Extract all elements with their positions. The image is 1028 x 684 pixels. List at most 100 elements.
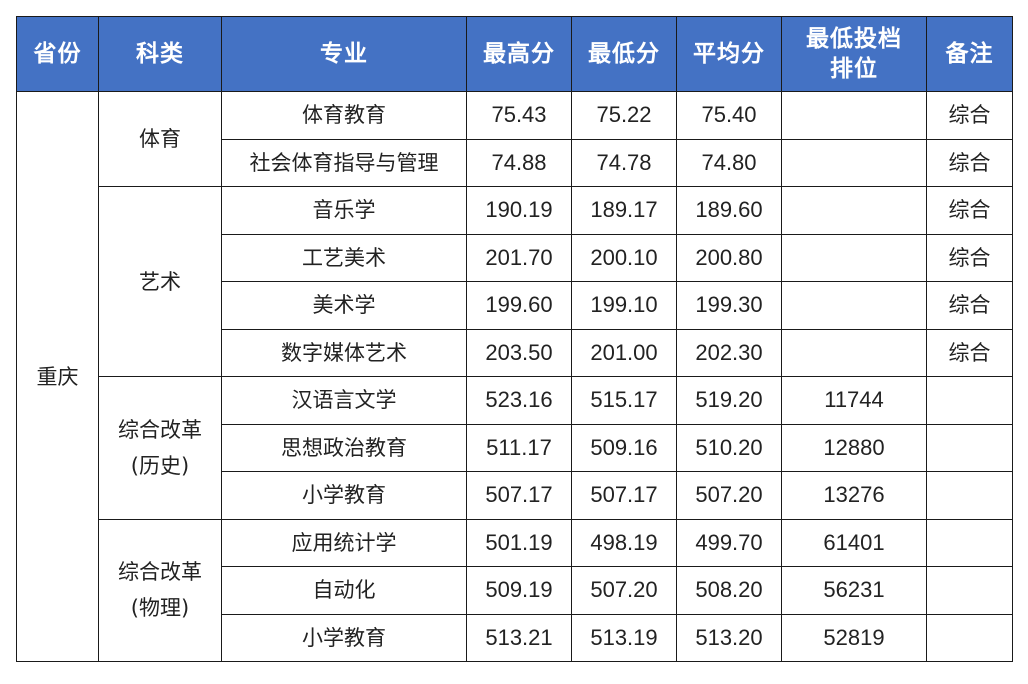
- note-cell: 综合: [926, 91, 1013, 140]
- min-score-cell: 498.19: [571, 518, 677, 567]
- avg-score-cell: 508.20: [676, 566, 782, 615]
- min-rank-cell: [781, 233, 927, 282]
- note-cell: [926, 518, 1013, 567]
- table-row: 数字媒体艺术 203.50 201.00 202.30 综合: [17, 328, 1013, 377]
- min-score-cell: 200.10: [571, 233, 677, 282]
- min-score-cell: 75.22: [571, 91, 677, 140]
- table-row: 综合改革 (历史) 汉语言文学 523.16 515.17 519.20 11744: [17, 376, 1013, 520]
- note-cell: [926, 376, 1013, 425]
- min-rank-cell: [781, 138, 927, 187]
- note-cell: [926, 423, 1013, 472]
- min-score-cell: 513.19: [571, 613, 677, 662]
- avg-score-cell: 499.70: [676, 518, 782, 567]
- province-cell: 重庆: [16, 91, 99, 662]
- min-score-cell: 507.17: [571, 471, 677, 520]
- major-cell: 数字媒体艺术: [221, 328, 467, 377]
- avg-score-cell: 202.30: [676, 328, 782, 377]
- max-score-cell: 74.88: [466, 138, 572, 187]
- header-row: 省份 科类 专业 最高分 最低分 平均分 最低投档排位 备注: [16, 16, 1013, 92]
- table-row: 综合改革 (物理) 应用统计学 501.19 498.19 499.70 61401: [17, 518, 1013, 662]
- table-row: 工艺美术 201.70 200.10 200.80 综合: [17, 233, 1013, 282]
- max-score-cell: 75.43: [466, 91, 572, 140]
- min-rank-cell: [781, 186, 927, 235]
- min-rank-cell: 13276: [781, 471, 927, 520]
- major-cell: 自动化: [221, 566, 467, 615]
- avg-score-cell: 200.80: [676, 233, 782, 282]
- avg-score-cell: 507.20: [676, 471, 782, 520]
- avg-score-cell: 513.20: [676, 613, 782, 662]
- avg-score-cell: 189.60: [676, 186, 782, 235]
- table-row: 小学教育 513.21 513.19 513.20 52819: [17, 613, 1013, 662]
- major-cell: 工艺美术: [221, 233, 467, 282]
- note-cell: [926, 566, 1013, 615]
- note-cell: 综合: [926, 138, 1013, 187]
- max-score-cell: 509.19: [466, 566, 572, 615]
- major-cell: 小学教育: [221, 613, 467, 662]
- min-rank-cell: [781, 328, 927, 377]
- table-row: 重庆 体育 体育教育 75.43 75.22 75.40 综合: [16, 91, 1013, 662]
- max-score-cell: 511.17: [466, 423, 572, 472]
- table-row: 美术学 199.60 199.10 199.30 综合: [17, 281, 1013, 330]
- avg-score-cell: 74.80: [676, 138, 782, 187]
- note-cell: 综合: [926, 186, 1013, 235]
- min-rank-cell: [781, 91, 927, 140]
- header-major: 专业: [221, 16, 467, 92]
- min-score-cell: 199.10: [571, 281, 677, 330]
- major-cell: 汉语言文学: [221, 376, 467, 425]
- header-category: 科类: [98, 16, 222, 92]
- category-cell: 综合改革 (历史): [98, 376, 222, 520]
- min-rank-cell: 52819: [781, 613, 927, 662]
- min-score-cell: 507.20: [571, 566, 677, 615]
- min-score-cell: 74.78: [571, 138, 677, 187]
- avg-score-cell: 75.40: [676, 91, 782, 140]
- max-score-cell: 199.60: [466, 281, 572, 330]
- max-score-cell: 507.17: [466, 471, 572, 520]
- category-cell: 艺术: [98, 186, 222, 377]
- major-cell: 美术学: [221, 281, 467, 330]
- note-cell: [926, 471, 1013, 520]
- header-note: 备注: [926, 16, 1013, 92]
- min-rank-cell: 61401: [781, 518, 927, 567]
- major-cell: 小学教育: [221, 471, 467, 520]
- header-min-rank: 最低投档排位: [781, 16, 927, 92]
- table-body: 重庆 体育 体育教育 75.43 75.22 75.40 综合 社会体育指导与管理 74.88 7…: [16, 91, 1013, 662]
- table-row: 艺术 音乐学 190.19 189.17 189.60 综合: [17, 186, 1013, 377]
- admission-score-table: 省份 科类 专业 最高分 最低分 平均分 最低投档排位 备注 重庆 体育 体育教育 7…: [16, 16, 1013, 662]
- max-score-cell: 501.19: [466, 518, 572, 567]
- max-score-cell: 523.16: [466, 376, 572, 425]
- min-score-cell: 515.17: [571, 376, 677, 425]
- max-score-cell: 203.50: [466, 328, 572, 377]
- header-max-score: 最高分: [466, 16, 572, 92]
- avg-score-cell: 519.20: [676, 376, 782, 425]
- note-cell: [926, 613, 1013, 662]
- min-score-cell: 201.00: [571, 328, 677, 377]
- max-score-cell: 513.21: [466, 613, 572, 662]
- major-cell: 社会体育指导与管理: [221, 138, 467, 187]
- max-score-cell: 201.70: [466, 233, 572, 282]
- note-cell: 综合: [926, 281, 1013, 330]
- min-score-cell: 189.17: [571, 186, 677, 235]
- note-cell: 综合: [926, 233, 1013, 282]
- min-rank-cell: 56231: [781, 566, 927, 615]
- category-cell: 体育: [98, 91, 222, 187]
- min-rank-cell: 12880: [781, 423, 927, 472]
- note-cell: 综合: [926, 328, 1013, 377]
- min-rank-cell: 11744: [781, 376, 927, 425]
- admission-score-table-container: 省份 科类 专业 最高分 最低分 平均分 最低投档排位 备注 重庆 体育 体育教育 7…: [16, 16, 1013, 668]
- major-cell: 音乐学: [221, 186, 467, 235]
- header-avg-score: 平均分: [676, 16, 782, 92]
- table-row: 社会体育指导与管理 74.88 74.78 74.80 综合: [17, 138, 1013, 187]
- header-province: 省份: [16, 16, 99, 92]
- major-cell: 体育教育: [221, 91, 467, 140]
- table-row: 思想政治教育 511.17 509.16 510.20 12880: [17, 423, 1013, 472]
- avg-score-cell: 510.20: [676, 423, 782, 472]
- table-row: 小学教育 507.17 507.17 507.20 13276: [17, 471, 1013, 520]
- header-min-score: 最低分: [571, 16, 677, 92]
- category-cell: 综合改革 (物理): [98, 518, 222, 662]
- min-rank-cell: [781, 281, 927, 330]
- table-row: 自动化 509.19 507.20 508.20 56231: [17, 566, 1013, 615]
- max-score-cell: 190.19: [466, 186, 572, 235]
- major-cell: 思想政治教育: [221, 423, 467, 472]
- major-cell: 应用统计学: [221, 518, 467, 567]
- min-score-cell: 509.16: [571, 423, 677, 472]
